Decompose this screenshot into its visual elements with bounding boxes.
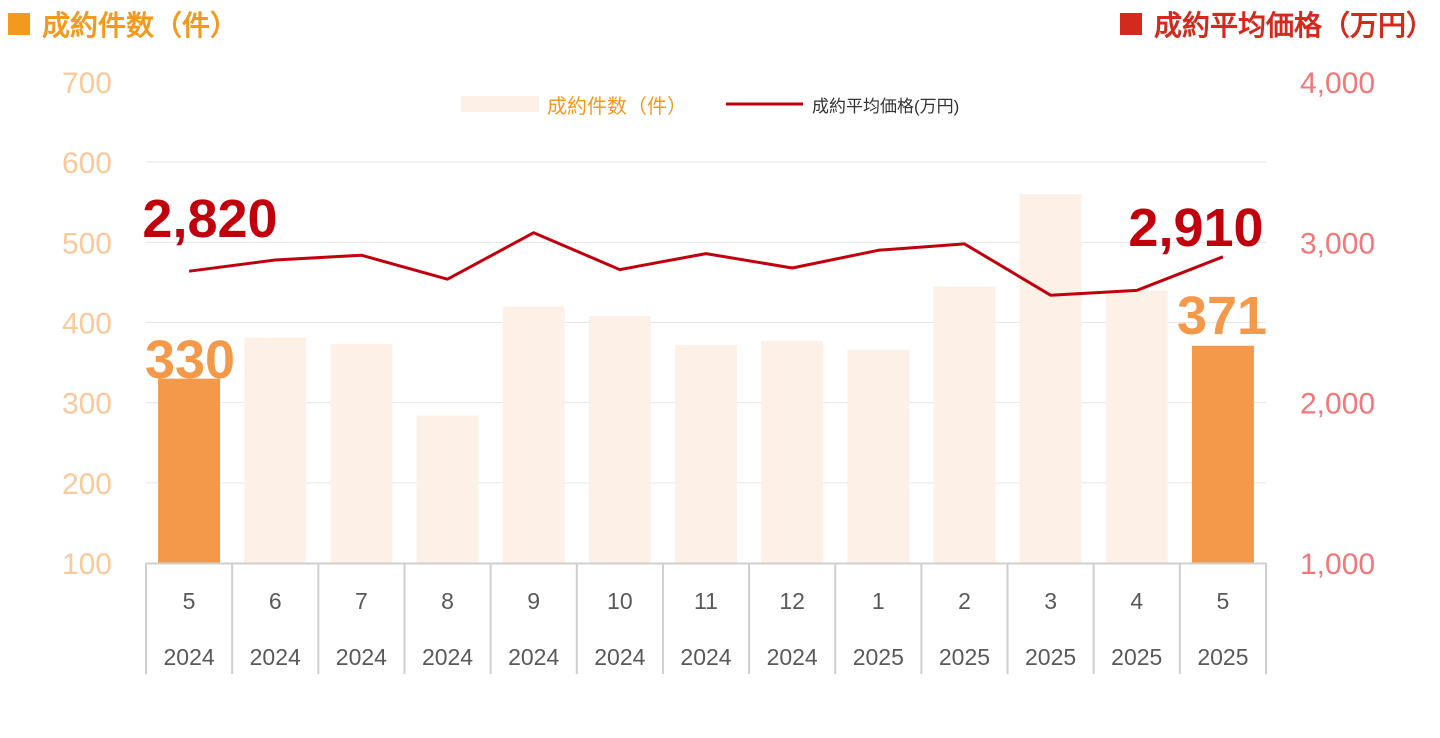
x-tick-month: 3 [1044,588,1057,614]
bar [1191,345,1254,563]
bar [847,349,910,563]
x-tick-year: 2024 [594,644,645,670]
x-tick-month: 1 [872,588,885,614]
x-tick-month: 7 [355,588,368,614]
data-label: 330 [145,330,235,390]
x-tick-month: 11 [694,588,718,614]
data-labels: 330 371 2,820 2,910 [142,189,1267,390]
x-tick-month: 4 [1130,588,1143,614]
x-tick-month: 9 [527,588,540,614]
x-axis: 5202462024720248202492024102024112024122… [145,562,1267,674]
left-axis-header-label: 成約件数（件） [42,9,239,42]
price-line [188,231,1224,297]
line-series [188,231,1224,297]
x-tick-year: 2024 [336,644,387,670]
y-right-tick-label: 1,000 [1300,548,1375,581]
legend-line-label: 成約平均価格(万円) [812,97,959,116]
x-tick-year: 2025 [1111,644,1162,670]
x-tick-month: 10 [607,588,633,614]
y-left-tick-label: 300 [62,388,112,421]
bar [158,378,221,563]
x-tick-month: 8 [441,588,454,614]
x-tick-month: 2 [958,588,971,614]
x-tick-month: 6 [269,588,282,614]
bar [933,286,996,563]
right-axis-header-label: 成約平均価格（万円） [1153,9,1434,42]
x-tick-month: 12 [779,588,805,614]
legend-bar-label: 成約件数（件） [547,95,687,118]
x-tick-year: 2024 [767,644,818,670]
legend-bar-swatch [461,96,539,112]
bar [675,344,737,563]
y-left-tick-label: 500 [62,227,112,260]
bar [588,316,651,563]
x-tick-year: 2024 [163,644,214,670]
x-tick-year: 2024 [680,644,731,670]
x-tick-year: 2024 [250,644,301,670]
x-tick-year: 2025 [1197,644,1248,670]
x-tick-month: 5 [183,588,196,614]
bars [158,194,1254,563]
bar [761,340,824,563]
x-tick-year: 2025 [853,644,904,670]
legend: 成約件数（件） 成約平均価格(万円) [461,95,959,118]
y-left-tick-label: 200 [62,468,112,501]
y-left-tick-label: 600 [62,147,112,180]
data-label: 2,820 [142,189,277,249]
x-tick-year: 2025 [1025,644,1076,670]
bar [1019,194,1082,563]
y-left-tick-label: 700 [62,67,112,100]
data-label: 2,910 [1128,198,1263,258]
bar [244,337,307,563]
right-axis-ticks: 1,000 2,000 3,000 4,000 [1300,67,1375,581]
left-axis-ticks: 100 200 300 400 500 600 700 [62,67,112,581]
x-tick-month: 5 [1217,588,1230,614]
orange-square-icon [8,13,30,35]
y-right-tick-label: 4,000 [1300,67,1375,100]
y-right-tick-label: 3,000 [1300,227,1375,260]
y-left-tick-label: 400 [62,308,112,341]
x-tick-year: 2024 [508,644,559,670]
right-axis-header: 成約平均価格（万円） [1119,4,1434,44]
x-tick-year: 2024 [422,644,473,670]
bar [1105,290,1168,563]
left-axis-header: 成約件数（件） [8,4,238,44]
bar [502,306,565,563]
y-right-tick-label: 2,000 [1300,388,1375,421]
x-tick-year: 2025 [939,644,990,670]
y-left-tick-label: 100 [62,548,112,581]
bar [330,344,393,563]
bar [416,415,479,563]
red-square-icon [1119,13,1142,35]
data-label: 371 [1177,286,1267,346]
